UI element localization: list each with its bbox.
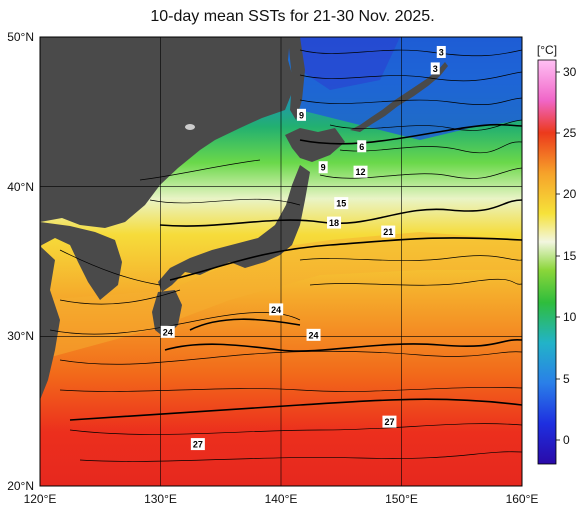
honshu <box>158 165 310 292</box>
contour-label: 24 <box>309 330 319 340</box>
contour-label-box <box>357 140 367 153</box>
latitude-axis: 50°N 40°N 30°N 20°N <box>7 30 34 493</box>
contour-label: 15 <box>336 199 346 209</box>
contour-label-box <box>160 325 175 338</box>
lon-tick: 130°E <box>144 492 177 506</box>
colorbar: [°C] 30 25 20 15 10 5 0 <box>537 43 577 465</box>
contour-label: 27 <box>193 440 203 450</box>
contour-label-box <box>318 161 328 174</box>
contour-label: 18 <box>329 218 339 228</box>
contour-label-box <box>436 45 446 58</box>
contour-label-box <box>327 216 342 229</box>
map-title: 10-day mean SSTs for 21-30 Nov. 2025. <box>150 8 435 25</box>
isotherm-contours <box>49 49 522 462</box>
colorbar-tick: 5 <box>563 372 570 386</box>
asian-mainland <box>40 37 295 228</box>
contour-label-box <box>430 62 440 75</box>
contour-label-box <box>353 165 368 178</box>
contour-label: 3 <box>433 64 438 74</box>
contour-label: 12 <box>356 167 366 177</box>
colorbar-tick: 25 <box>563 126 577 140</box>
lon-tick: 160°E <box>506 492 539 506</box>
lon-tick: 150°E <box>385 492 418 506</box>
colorbar-tick: 20 <box>563 187 577 201</box>
colorbar-tick: 30 <box>563 65 577 79</box>
colorbar-tick: 10 <box>563 310 577 324</box>
colorbar-scale <box>537 59 557 465</box>
map-area: 33 9 6 9 12 15 18 21 24 24 24 27 27 <box>40 37 522 486</box>
colorbar-unit: [°C] <box>537 43 557 57</box>
lat-tick: 30°N <box>7 329 34 343</box>
inland-lake <box>185 124 195 130</box>
contour-label-box <box>381 225 396 238</box>
colorbar-tick: 15 <box>563 249 577 263</box>
lat-lon-grid <box>40 37 522 486</box>
contour-label: 9 <box>299 110 304 120</box>
longitude-axis: 120°E 130°E 140°E 150°E 160°E <box>24 492 539 506</box>
contour-labels: 33 9 6 9 12 15 18 21 24 24 24 27 27 <box>160 45 446 451</box>
lon-tick: 140°E <box>265 492 298 506</box>
contour-label-box <box>306 328 321 341</box>
contour-label: 24 <box>271 305 281 315</box>
contour-label: 27 <box>384 417 394 427</box>
contour-label-box <box>190 438 205 451</box>
lon-tick: 120°E <box>24 492 57 506</box>
contour-label-box <box>334 197 349 210</box>
sakhalin <box>288 37 305 120</box>
contour-label: 21 <box>383 227 393 237</box>
major-isotherms <box>69 123 522 421</box>
lat-tick: 40°N <box>7 180 34 194</box>
lat-tick: 50°N <box>7 30 34 44</box>
hokkaido <box>285 128 345 162</box>
contour-label: 24 <box>163 327 173 337</box>
contour-label: 3 <box>439 47 444 57</box>
map-frame <box>39 36 523 487</box>
contour-label-box <box>269 303 284 316</box>
korean-peninsula <box>40 222 122 300</box>
china-coast <box>40 246 60 400</box>
contour-label-box <box>296 108 306 121</box>
colorbar-tick: 0 <box>563 433 570 447</box>
contour-label: 9 <box>321 163 326 173</box>
lat-tick: 20°N <box>7 479 34 493</box>
contour-label: 6 <box>359 142 364 152</box>
contour-label-box <box>382 415 397 428</box>
